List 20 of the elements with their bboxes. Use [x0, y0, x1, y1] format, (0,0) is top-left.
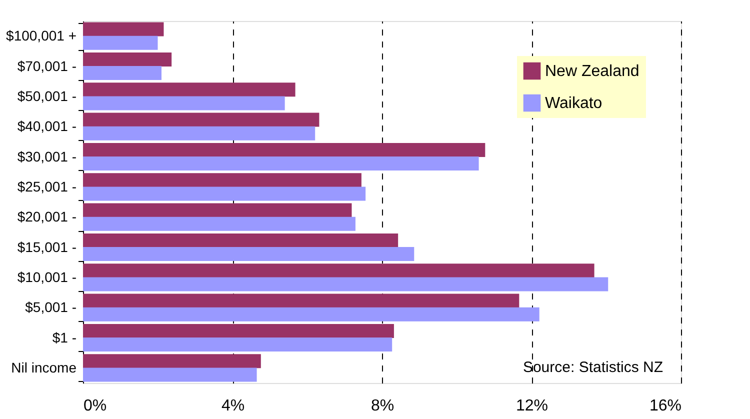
y-tick-label: $1 - — [52, 329, 77, 346]
annotation: Source: Statistics NZ — [522, 359, 663, 376]
y-tick-label: $70,001 - — [17, 58, 77, 74]
y-tick-label: $25,001 - — [17, 178, 77, 194]
legend-label: New Zealand — [545, 63, 640, 80]
y-tick-label: $50,001 - — [17, 88, 77, 104]
y-tick-label: $20,001 - — [17, 208, 77, 225]
x-tick-label: 4% — [221, 398, 245, 414]
y-tick-label: $30,001 - — [17, 148, 77, 164]
y-tick-label: $15,001 - — [17, 238, 77, 255]
x-tick-label: 8% — [370, 398, 394, 414]
y-tick-label: $100,001 + — [6, 28, 76, 44]
y-tick-label: $40,001 - — [17, 118, 77, 134]
legend-label: Waikato — [545, 95, 602, 112]
y-tick-label: $5,001 - — [25, 299, 77, 316]
x-tick-label: 12% — [516, 398, 548, 414]
x-tick-label: 0% — [84, 398, 107, 414]
x-tick-label: 16% — [649, 398, 682, 414]
y-tick-label: $10,001 - — [17, 268, 77, 285]
y-tick-label: Nil income — [11, 359, 77, 376]
